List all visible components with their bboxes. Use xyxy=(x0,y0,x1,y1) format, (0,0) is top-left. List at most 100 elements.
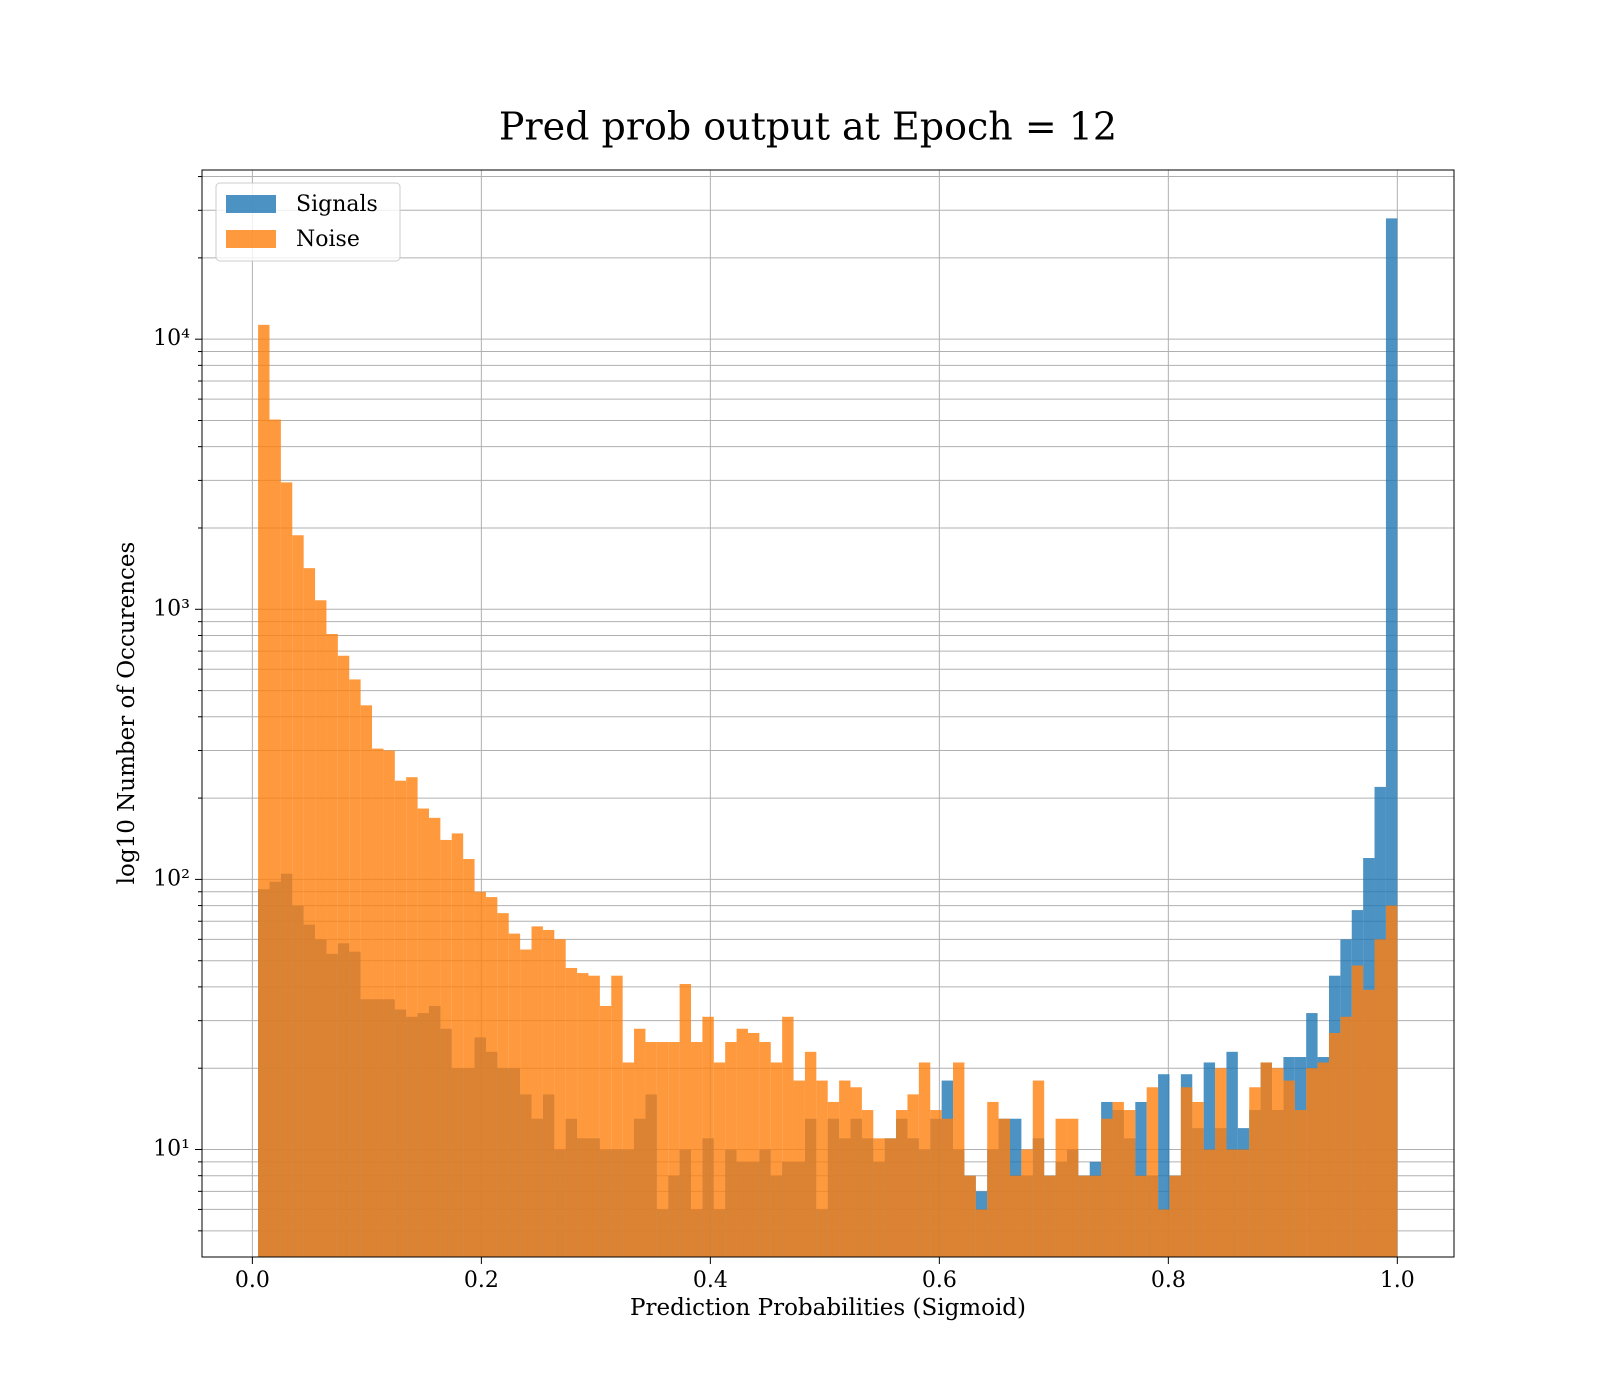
bar xyxy=(873,1138,885,1257)
bar xyxy=(1249,1087,1261,1257)
bar xyxy=(1374,939,1386,1257)
bar xyxy=(896,1110,908,1257)
bar xyxy=(565,967,578,1257)
bar xyxy=(383,750,395,1257)
bar xyxy=(1203,1149,1216,1257)
y-tick-label: 10¹ xyxy=(153,1137,190,1162)
bar xyxy=(1192,1101,1204,1257)
bar xyxy=(258,324,270,1258)
bar xyxy=(406,777,418,1257)
bar xyxy=(1169,1175,1181,1257)
x-tick-label: 0.4 xyxy=(693,1268,728,1293)
x-tick-label: 1.0 xyxy=(1380,1268,1415,1293)
bar xyxy=(1112,1101,1124,1257)
bar xyxy=(1294,1110,1307,1257)
bar xyxy=(713,1062,726,1257)
bar xyxy=(975,1209,988,1257)
legend-label: Noise xyxy=(296,227,360,252)
bar xyxy=(1009,1175,1022,1257)
plot-frame xyxy=(201,169,1455,1258)
bar xyxy=(292,535,304,1257)
bar xyxy=(804,1051,817,1257)
bar xyxy=(736,1028,748,1257)
bar xyxy=(827,1101,840,1257)
x-tick-label: 0.0 xyxy=(235,1268,270,1293)
bar xyxy=(1237,1149,1250,1257)
x-tick-label: 0.6 xyxy=(922,1268,957,1293)
bar xyxy=(1044,1175,1056,1257)
y-tick-label: 10⁴ xyxy=(153,326,190,351)
bar xyxy=(337,655,350,1257)
bar xyxy=(1055,1118,1067,1257)
legend-swatch xyxy=(226,195,276,213)
bar xyxy=(588,975,600,1257)
bar xyxy=(702,1016,714,1257)
bar xyxy=(474,891,486,1257)
bar xyxy=(1260,1062,1273,1257)
bar xyxy=(1180,1087,1193,1257)
bar xyxy=(554,939,566,1257)
bar xyxy=(1158,1209,1170,1257)
bar xyxy=(1101,1118,1113,1257)
chart-title: Pred prob output at Epoch = 12 xyxy=(499,105,1117,149)
bar xyxy=(679,983,692,1257)
bar xyxy=(918,1062,931,1257)
x-tick-label: 0.8 xyxy=(1151,1268,1186,1293)
bar xyxy=(622,1062,635,1257)
bar xyxy=(394,780,407,1257)
bar xyxy=(440,839,452,1257)
bar xyxy=(1283,1080,1295,1257)
bar xyxy=(656,1042,669,1257)
bar xyxy=(861,1110,874,1257)
bar xyxy=(1078,1175,1090,1257)
bar xyxy=(508,933,521,1257)
bar xyxy=(850,1087,862,1257)
bar xyxy=(520,949,532,1257)
bar xyxy=(269,419,281,1258)
bar xyxy=(1215,1068,1227,1257)
bar xyxy=(417,808,429,1257)
bar xyxy=(645,1042,657,1257)
x-axis-label: Prediction Probabilities (Sigmoid) xyxy=(630,1295,1026,1321)
bar xyxy=(839,1080,851,1257)
bar xyxy=(1146,1087,1159,1257)
bar xyxy=(1385,905,1398,1257)
y-tick-label: 10² xyxy=(153,866,190,891)
bar xyxy=(577,973,589,1257)
bar xyxy=(497,913,509,1257)
bar xyxy=(485,897,498,1257)
bar xyxy=(463,858,475,1257)
bar xyxy=(1272,1068,1284,1257)
bar xyxy=(1135,1175,1147,1257)
bar xyxy=(964,1175,976,1257)
bar xyxy=(941,1118,954,1257)
bar xyxy=(725,1042,737,1257)
bar xyxy=(1306,1068,1318,1257)
bar xyxy=(428,817,441,1257)
bar xyxy=(451,833,464,1257)
bar xyxy=(634,1028,646,1257)
y-tick-label: 10³ xyxy=(153,596,190,621)
y-axis-label: log10 Number of Occurences xyxy=(114,542,140,885)
bar xyxy=(782,1016,794,1257)
bar xyxy=(668,1042,680,1257)
bar xyxy=(884,1138,897,1257)
bar xyxy=(998,1118,1010,1257)
bar xyxy=(759,1042,771,1257)
bar xyxy=(987,1101,999,1257)
bar xyxy=(531,926,543,1257)
bar xyxy=(747,1032,760,1257)
bar xyxy=(315,600,327,1257)
bar xyxy=(280,482,293,1257)
bar xyxy=(1123,1110,1136,1257)
bar xyxy=(1317,1062,1329,1257)
bar xyxy=(1066,1118,1079,1257)
bar xyxy=(691,1042,703,1257)
bar xyxy=(360,705,373,1257)
bar xyxy=(816,1080,828,1257)
bar xyxy=(542,929,555,1257)
bar xyxy=(372,748,384,1257)
bar xyxy=(930,1110,942,1257)
bar xyxy=(611,975,623,1257)
bar xyxy=(770,1062,783,1257)
